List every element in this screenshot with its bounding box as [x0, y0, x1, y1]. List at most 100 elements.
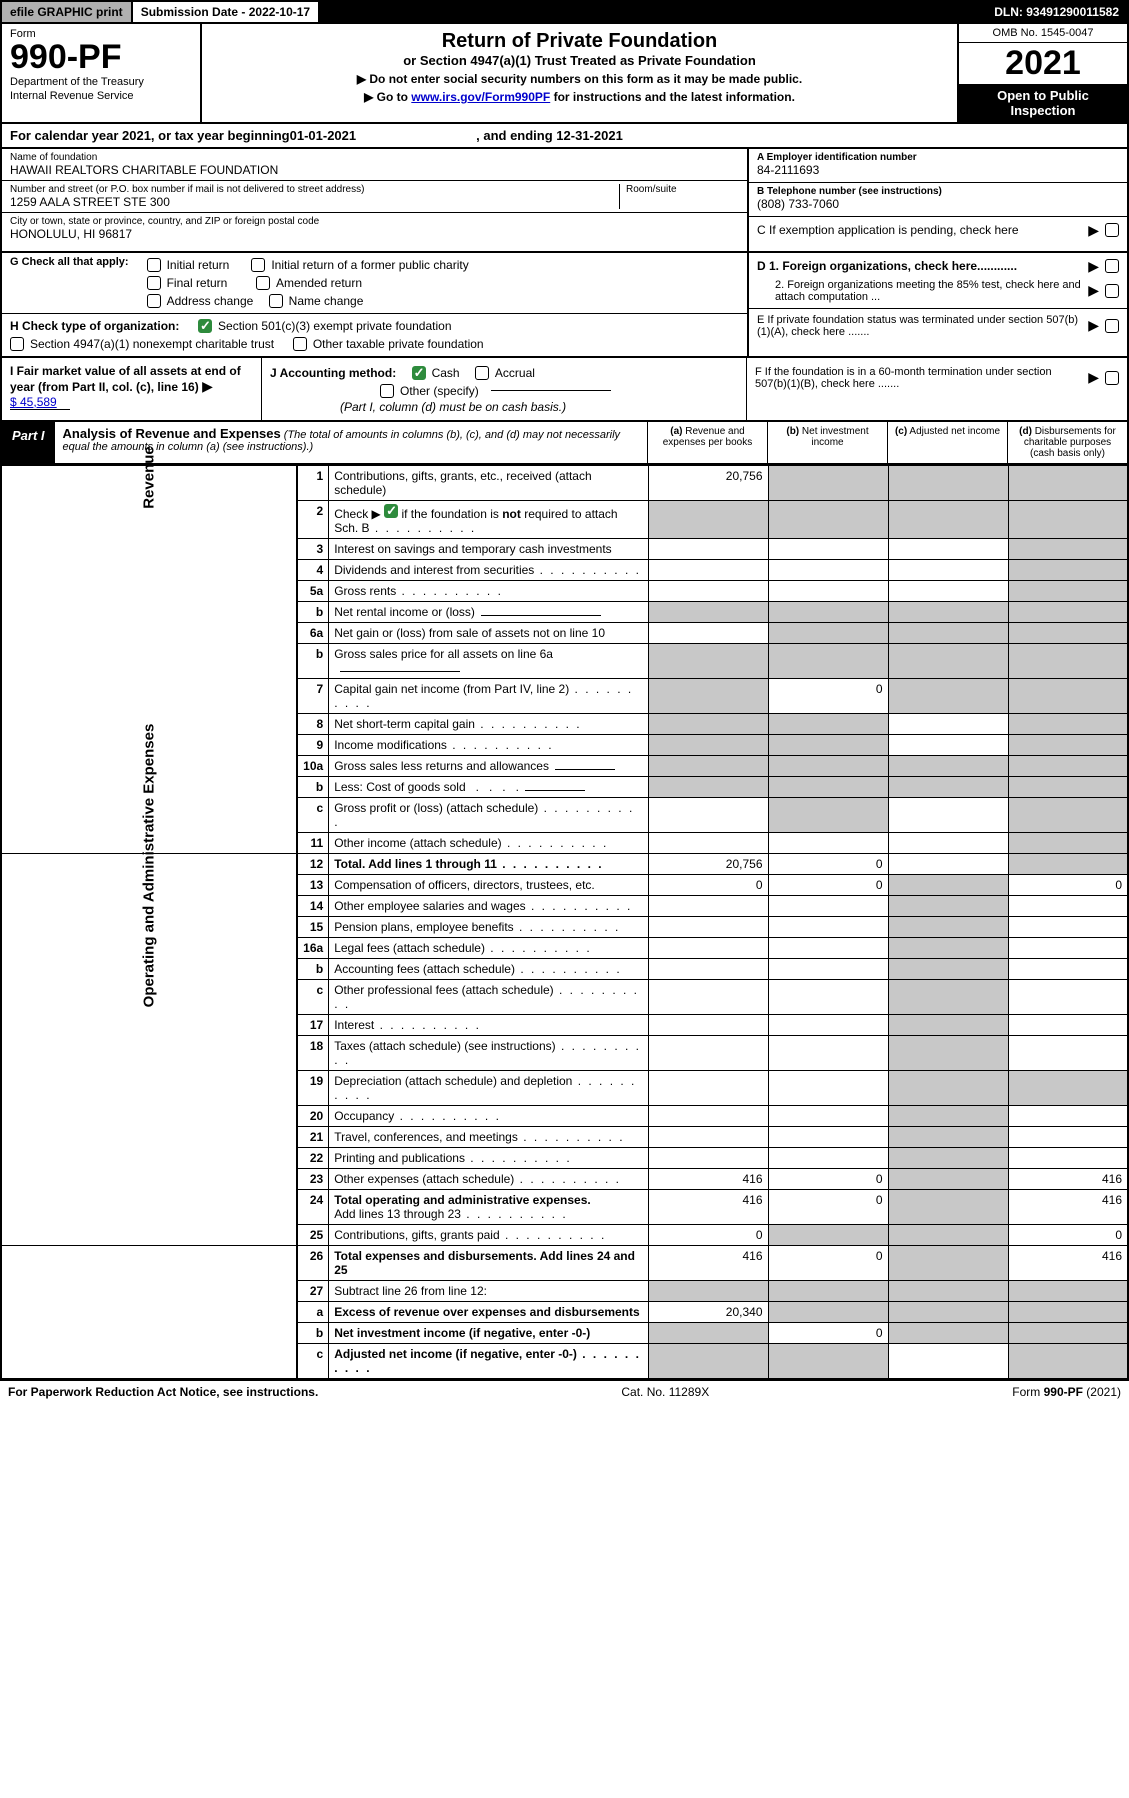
tel-label: B Telephone number (see instructions) [757, 186, 1119, 197]
irs-link[interactable]: www.irs.gov/Form990PF [411, 90, 550, 104]
city: HONOLULU, HI 96817 [10, 227, 739, 241]
line-5b: Net rental income or (loss) [329, 601, 648, 622]
info-block-3: I Fair market value of all assets at end… [0, 358, 1129, 422]
form-number: 990-PF [10, 40, 192, 74]
line-16c: Other professional fees (attach schedule… [329, 979, 648, 1014]
line-15: Pension plans, employee benefits [329, 916, 648, 937]
j-label: J Accounting method: [270, 366, 396, 380]
part1-header: Part I Analysis of Revenue and Expenses … [0, 422, 1129, 465]
line-12: Total. Add lines 1 through 11 [329, 853, 648, 874]
line-8: Net short-term capital gain [329, 713, 648, 734]
footer-mid: Cat. No. 11289X [621, 1385, 709, 1399]
checkbox-d1[interactable] [1105, 259, 1119, 273]
checkbox-address[interactable] [147, 294, 161, 308]
info-block-2: G Check all that apply: Initial return I… [0, 253, 1129, 358]
form-header: Form 990-PF Department of the Treasury I… [0, 24, 1129, 124]
col-b: Net investment income [802, 426, 869, 448]
line-21: Travel, conferences, and meetings [329, 1126, 648, 1147]
tax-year: 2021 [959, 43, 1127, 84]
part1-title: Analysis of Revenue and Expenses [63, 426, 281, 441]
line-27a: Excess of revenue over expenses and disb… [329, 1301, 648, 1322]
line-7: Capital gain net income (from Part IV, l… [329, 678, 648, 713]
section-c: C If exemption application is pending, c… [757, 223, 1082, 237]
main-table: Revenue 1Contributions, gifts, grants, e… [0, 465, 1129, 1380]
line-27c: Adjusted net income (if negative, enter … [329, 1343, 648, 1379]
line-9: Income modifications [329, 734, 648, 755]
foundation-name-label: Name of foundation [10, 152, 739, 163]
d1-label: D 1. Foreign organizations, check here..… [757, 259, 1082, 273]
info-block-1: Name of foundation HAWAII REALTORS CHARI… [0, 149, 1129, 253]
form-note-ssn: ▶ Do not enter social security numbers o… [208, 72, 951, 86]
line-4: Dividends and interest from securities [329, 559, 648, 580]
col-d: Disbursements for charitable purposes (c… [1024, 426, 1116, 459]
line-1: Contributions, gifts, grants, etc., rece… [329, 465, 648, 500]
checkbox-final[interactable] [147, 276, 161, 290]
revenue-side: Revenue [140, 335, 157, 619]
line-14: Other employee salaries and wages [329, 895, 648, 916]
footer-left: For Paperwork Reduction Act Notice, see … [8, 1385, 318, 1399]
line-27: Subtract line 26 from line 12: [329, 1280, 648, 1301]
checkbox-501c3[interactable] [198, 319, 212, 333]
telephone: (808) 733-7060 [757, 197, 1119, 211]
line-17: Interest [329, 1014, 648, 1035]
checkbox-name[interactable] [269, 294, 283, 308]
j-note: (Part I, column (d) must be on cash basi… [270, 400, 738, 414]
line-13: Compensation of officers, directors, tru… [329, 874, 648, 895]
checkbox-other-method[interactable] [380, 384, 394, 398]
line-6a: Net gain or (loss) from sale of assets n… [329, 622, 648, 643]
checkbox-amended[interactable] [256, 276, 270, 290]
line-10b: Less: Cost of goods sold . . . . [329, 776, 648, 797]
h-label: H Check type of organization: [10, 319, 179, 333]
g-label: G Check all that apply: [10, 256, 129, 310]
checkbox-d2[interactable] [1105, 284, 1119, 298]
line-20: Occupancy [329, 1105, 648, 1126]
line-23: Other expenses (attach schedule) [329, 1168, 648, 1189]
line-11: Other income (attach schedule) [329, 832, 648, 853]
ein-label: A Employer identification number [757, 152, 1119, 163]
line-10c: Gross profit or (loss) (attach schedule) [329, 797, 648, 832]
top-bar: efile GRAPHIC print Submission Date - 20… [0, 0, 1129, 24]
omb-number: OMB No. 1545-0047 [959, 24, 1127, 43]
efile-label: efile GRAPHIC print [2, 2, 131, 22]
dln: DLN: 93491290011582 [986, 2, 1127, 22]
checkbox-e[interactable] [1105, 319, 1119, 333]
checkbox-other-taxable[interactable] [293, 337, 307, 351]
line-25: Contributions, gifts, grants paid [329, 1224, 648, 1245]
d2-label: 2. Foreign organizations meeting the 85%… [775, 279, 1082, 303]
line-18: Taxes (attach schedule) (see instruction… [329, 1035, 648, 1070]
expenses-side: Operating and Administrative Expenses [140, 723, 157, 1007]
footer-right: Form 990-PF (2021) [1012, 1385, 1121, 1399]
form-title: Return of Private Foundation [208, 30, 951, 53]
foundation-name: HAWAII REALTORS CHARITABLE FOUNDATION [10, 163, 739, 177]
address-label: Number and street (or P.O. box number if… [10, 184, 619, 195]
line-5a: Gross rents [329, 580, 648, 601]
checkbox-f[interactable] [1105, 371, 1119, 385]
line-22: Printing and publications [329, 1147, 648, 1168]
checkbox-schb[interactable] [384, 504, 398, 518]
fmv-value: $ 45,589 [10, 395, 70, 410]
checkbox-accrual[interactable] [475, 366, 489, 380]
col-c: Adjusted net income [909, 426, 1000, 437]
line-3: Interest on savings and temporary cash i… [329, 538, 648, 559]
line-16a: Legal fees (attach schedule) [329, 937, 648, 958]
checkbox-initial-former[interactable] [251, 258, 265, 272]
line-19: Depreciation (attach schedule) and deple… [329, 1070, 648, 1105]
line-10a: Gross sales less returns and allowances [329, 755, 648, 776]
f-label: F If the foundation is in a 60-month ter… [755, 366, 1082, 390]
checkbox-cash[interactable] [412, 366, 426, 380]
line-24: Total operating and administrative expen… [329, 1189, 648, 1224]
page-footer: For Paperwork Reduction Act Notice, see … [0, 1380, 1129, 1403]
open-inspection: Open to Public Inspection [959, 84, 1127, 122]
checkbox-initial[interactable] [147, 258, 161, 272]
line-16b: Accounting fees (attach schedule) [329, 958, 648, 979]
line-2: Check ▶ if the foundation is not require… [329, 500, 648, 538]
dept-treasury: Department of the Treasury [10, 76, 192, 88]
checkbox-4947[interactable] [10, 337, 24, 351]
part1-label: Part I [2, 422, 55, 463]
checkbox-c[interactable] [1105, 223, 1119, 237]
line-27b: Net investment income (if negative, ente… [329, 1322, 648, 1343]
e-label: E If private foundation status was termi… [757, 314, 1082, 338]
submission-date: Submission Date - 2022-10-17 [131, 2, 320, 22]
line-26: Total expenses and disbursements. Add li… [329, 1245, 648, 1280]
line-6b: Gross sales price for all assets on line… [329, 643, 648, 678]
